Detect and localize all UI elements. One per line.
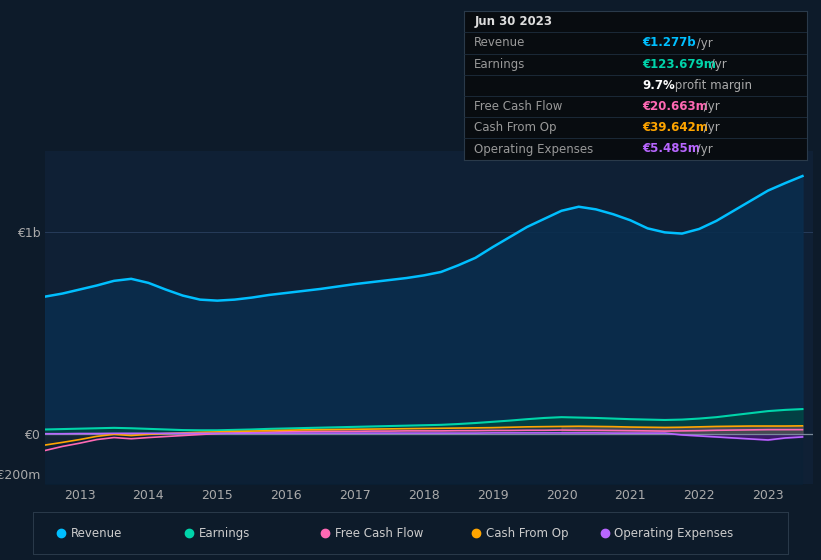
Text: Operating Expenses: Operating Expenses xyxy=(614,527,734,540)
Text: €5.485m: €5.485m xyxy=(642,142,700,156)
Text: Free Cash Flow: Free Cash Flow xyxy=(475,100,562,113)
Text: Revenue: Revenue xyxy=(475,36,525,49)
Text: €1.277b: €1.277b xyxy=(642,36,696,49)
Text: /yr: /yr xyxy=(693,36,713,49)
Text: Revenue: Revenue xyxy=(71,527,122,540)
Text: Free Cash Flow: Free Cash Flow xyxy=(335,527,424,540)
Text: /yr: /yr xyxy=(700,122,720,134)
Text: Earnings: Earnings xyxy=(475,58,525,71)
Text: €39.642m: €39.642m xyxy=(642,122,709,134)
Text: Cash From Op: Cash From Op xyxy=(475,122,557,134)
Text: Earnings: Earnings xyxy=(199,527,250,540)
Text: /yr: /yr xyxy=(700,100,720,113)
Text: Operating Expenses: Operating Expenses xyxy=(475,142,594,156)
Text: €20.663m: €20.663m xyxy=(642,100,708,113)
Text: 9.7%: 9.7% xyxy=(642,79,675,92)
Text: €123.679m: €123.679m xyxy=(642,58,716,71)
Text: Jun 30 2023: Jun 30 2023 xyxy=(475,15,553,29)
Text: profit margin: profit margin xyxy=(671,79,752,92)
Text: /yr: /yr xyxy=(693,142,713,156)
Text: /yr: /yr xyxy=(707,58,727,71)
Text: Cash From Op: Cash From Op xyxy=(486,527,568,540)
